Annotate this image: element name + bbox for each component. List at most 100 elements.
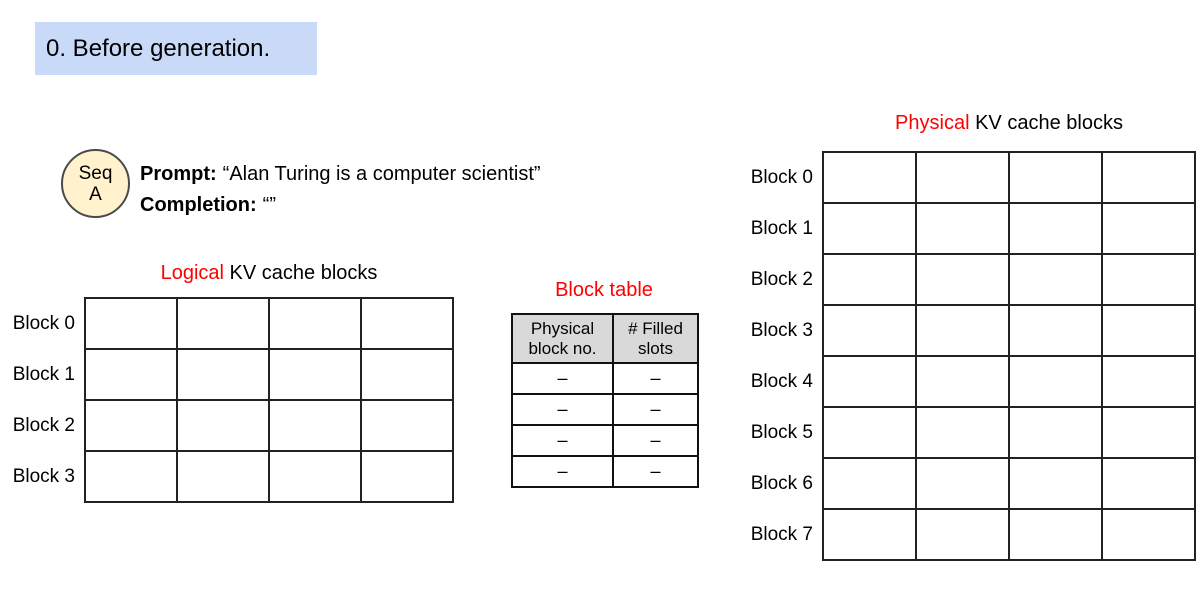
physical-row-label: Block 6 bbox=[750, 472, 813, 494]
physical-row-label: Block 2 bbox=[750, 268, 813, 290]
physical-cache-slot bbox=[1101, 151, 1196, 204]
logical-cache-slot bbox=[268, 450, 362, 503]
logical-grid-row: Block 3 bbox=[8, 450, 454, 503]
logical-cache-slot bbox=[176, 348, 270, 401]
physical-cache-slot bbox=[915, 151, 1010, 204]
physical-grid-row: Block 2 bbox=[743, 253, 1196, 306]
logical-blocks-title: Logical KV cache blocks bbox=[85, 262, 453, 285]
physical-cache-slot bbox=[915, 202, 1010, 255]
logical-grid-row: Block 0 bbox=[8, 297, 454, 350]
physical-grid-row: Block 5 bbox=[743, 406, 1196, 459]
block-table-cell: – bbox=[511, 424, 614, 457]
logical-cache-slot bbox=[360, 450, 454, 503]
block-table-header: # Filled slots bbox=[612, 313, 699, 364]
logical-cache-slot bbox=[176, 399, 270, 452]
physical-cache-slot bbox=[915, 304, 1010, 357]
block-table-cell: – bbox=[612, 455, 699, 488]
physical-grid-row: Block 7 bbox=[743, 508, 1196, 561]
block-table-row: – – bbox=[511, 424, 699, 457]
block-table-cell: – bbox=[511, 393, 614, 426]
physical-cache-slot bbox=[1008, 202, 1103, 255]
block-table-row: – – bbox=[511, 455, 699, 488]
logical-cache-slot bbox=[360, 399, 454, 452]
physical-cache-slot bbox=[915, 406, 1010, 459]
physical-grid-row: Block 1 bbox=[743, 202, 1196, 255]
logical-row-label: Block 3 bbox=[12, 465, 75, 487]
physical-cache-slot bbox=[915, 457, 1010, 510]
physical-row-label: Block 3 bbox=[750, 319, 813, 341]
logical-title-accent: Logical bbox=[160, 262, 224, 284]
physical-row-label: Block 4 bbox=[750, 370, 813, 392]
block-table: Physical block no. # Filled slots – – – – – – – – bbox=[511, 313, 699, 488]
physical-row-label: Block 0 bbox=[750, 166, 813, 188]
physical-cache-slot bbox=[1008, 457, 1103, 510]
sequence-text-block: Prompt: “Alan Turing is a computer scient… bbox=[140, 159, 541, 221]
logical-grid-row: Block 1 bbox=[8, 348, 454, 401]
prompt-line: Prompt: “Alan Turing is a computer scient… bbox=[140, 159, 541, 190]
prompt-label: Prompt: bbox=[140, 163, 217, 185]
block-table-header: Physical block no. bbox=[511, 313, 614, 364]
block-table-cell: – bbox=[511, 455, 614, 488]
logical-grid-row: Block 2 bbox=[8, 399, 454, 452]
logical-cache-slot bbox=[84, 399, 178, 452]
physical-cache-slot bbox=[1101, 253, 1196, 306]
physical-cache-slot bbox=[1101, 202, 1196, 255]
physical-row-label: Block 5 bbox=[750, 421, 813, 443]
logical-kv-cache-grid: Block 0 Block 1 Block 2 Block 3 bbox=[8, 297, 454, 503]
physical-cache-slot bbox=[1101, 457, 1196, 510]
block-table-cell: – bbox=[612, 362, 699, 395]
logical-cache-slot bbox=[84, 450, 178, 503]
logical-cache-slot bbox=[84, 348, 178, 401]
physical-blocks-title: Physical KV cache blocks bbox=[823, 112, 1195, 135]
physical-cache-slot bbox=[822, 406, 917, 459]
block-table-header-row: Physical block no. # Filled slots bbox=[511, 313, 699, 364]
prompt-value: “Alan Turing is a computer scientist” bbox=[222, 163, 541, 185]
logical-cache-slot bbox=[360, 297, 454, 350]
physical-cache-slot bbox=[915, 355, 1010, 408]
sequence-badge-line1: Seq bbox=[78, 162, 113, 184]
physical-cache-slot bbox=[1008, 406, 1103, 459]
step-label-text: 0. Before generation. bbox=[46, 34, 271, 62]
block-table-row: – – bbox=[511, 393, 699, 426]
physical-title-accent: Physical bbox=[895, 112, 970, 134]
block-table-title: Block table bbox=[555, 279, 653, 301]
physical-cache-slot bbox=[822, 202, 917, 255]
physical-title-rest: KV cache blocks bbox=[969, 112, 1123, 134]
physical-cache-slot bbox=[1008, 508, 1103, 561]
block-table-row: – – bbox=[511, 362, 699, 395]
logical-row-label: Block 1 bbox=[12, 363, 75, 385]
step-label-box: 0. Before generation. bbox=[35, 22, 317, 75]
logical-cache-slot bbox=[176, 450, 270, 503]
physical-cache-slot bbox=[915, 508, 1010, 561]
physical-grid-row: Block 4 bbox=[743, 355, 1196, 408]
physical-grid-row: Block 3 bbox=[743, 304, 1196, 357]
physical-cache-slot bbox=[822, 253, 917, 306]
physical-row-label: Block 7 bbox=[750, 523, 813, 545]
physical-cache-slot bbox=[822, 355, 917, 408]
physical-cache-slot bbox=[1101, 508, 1196, 561]
logical-cache-slot bbox=[84, 297, 178, 350]
physical-cache-slot bbox=[1008, 151, 1103, 204]
physical-cache-slot bbox=[1101, 355, 1196, 408]
physical-cache-slot bbox=[822, 457, 917, 510]
physical-cache-slot bbox=[1101, 406, 1196, 459]
physical-kv-cache-grid: Block 0 Block 1 Block 2 Block 3 Block 4 Block… bbox=[743, 151, 1196, 561]
physical-grid-row: Block 6 bbox=[743, 457, 1196, 510]
block-table-cell: – bbox=[511, 362, 614, 395]
physical-cache-slot bbox=[1008, 355, 1103, 408]
block-table-cell: – bbox=[612, 393, 699, 426]
physical-cache-slot bbox=[915, 253, 1010, 306]
logical-title-rest: KV cache blocks bbox=[223, 262, 378, 284]
sequence-badge-line2: A bbox=[89, 183, 102, 205]
physical-cache-slot bbox=[1008, 253, 1103, 306]
physical-cache-slot bbox=[822, 304, 917, 357]
logical-row-label: Block 2 bbox=[12, 414, 75, 436]
block-table-cell: – bbox=[612, 424, 699, 457]
physical-cache-slot bbox=[1008, 304, 1103, 357]
physical-cache-slot bbox=[1101, 304, 1196, 357]
sequence-a-badge: Seq A bbox=[61, 149, 130, 218]
completion-label: Completion: bbox=[140, 194, 257, 216]
logical-row-label: Block 0 bbox=[12, 312, 75, 334]
physical-grid-row: Block 0 bbox=[743, 151, 1196, 204]
logical-cache-slot bbox=[176, 297, 270, 350]
